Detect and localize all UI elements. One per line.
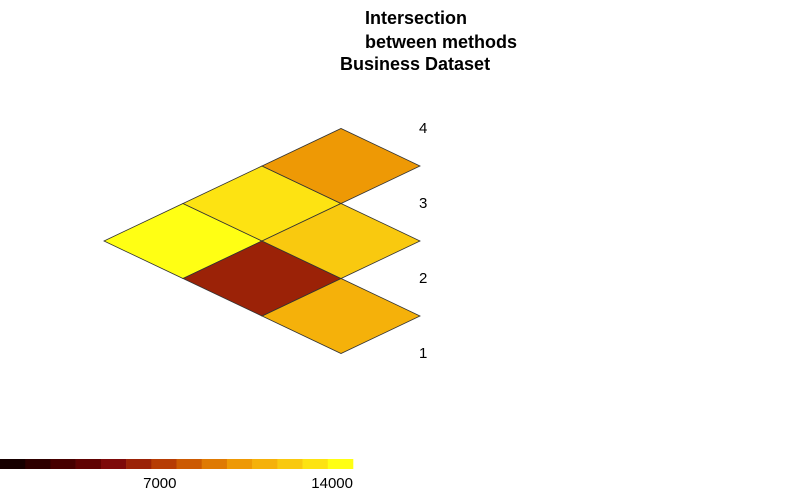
- colorbar-segment-6: [151, 459, 177, 469]
- chart-title: Intersection between methods Business Da…: [340, 8, 517, 74]
- colorbar: 7000 14000: [0, 459, 354, 492]
- axis-label-1: 1: [419, 345, 427, 362]
- colorbar-segment-5: [126, 459, 152, 469]
- colorbar-segment-3: [75, 459, 102, 469]
- axis-label-2: 2: [419, 270, 427, 287]
- axis-label-3: 3: [419, 195, 427, 212]
- axis-label-4: 4: [419, 120, 427, 137]
- heatmap-cell-4-3: [261, 128, 421, 204]
- colorbar-segment-1: [25, 459, 51, 469]
- title-line-3: Business Dataset: [340, 54, 490, 74]
- title-line-1: Intersection: [365, 8, 467, 28]
- colorbar-segment-10: [252, 459, 278, 469]
- colorbar-segment-12: [302, 459, 329, 469]
- heatmap-cells: [103, 128, 421, 354]
- heatmap-cell-4-2: [261, 203, 421, 279]
- colorbar-segment-11: [277, 459, 303, 469]
- colorbar-segment-7: [176, 459, 203, 469]
- colorbar-segment-8: [201, 459, 228, 469]
- colorbar-segment-9: [226, 459, 253, 469]
- colorbar-tick-14000: 14000: [311, 475, 353, 492]
- axis-labels: 1 2 3 4: [419, 120, 427, 362]
- title-line-2: between methods: [365, 32, 517, 52]
- colorbar-segment-13: [327, 459, 354, 469]
- colorbar-segment-2: [50, 459, 76, 469]
- colorbar-segment-4: [100, 459, 127, 469]
- colorbar-segment-0: [0, 459, 26, 469]
- colorbar-tick-7000: 7000: [143, 475, 176, 492]
